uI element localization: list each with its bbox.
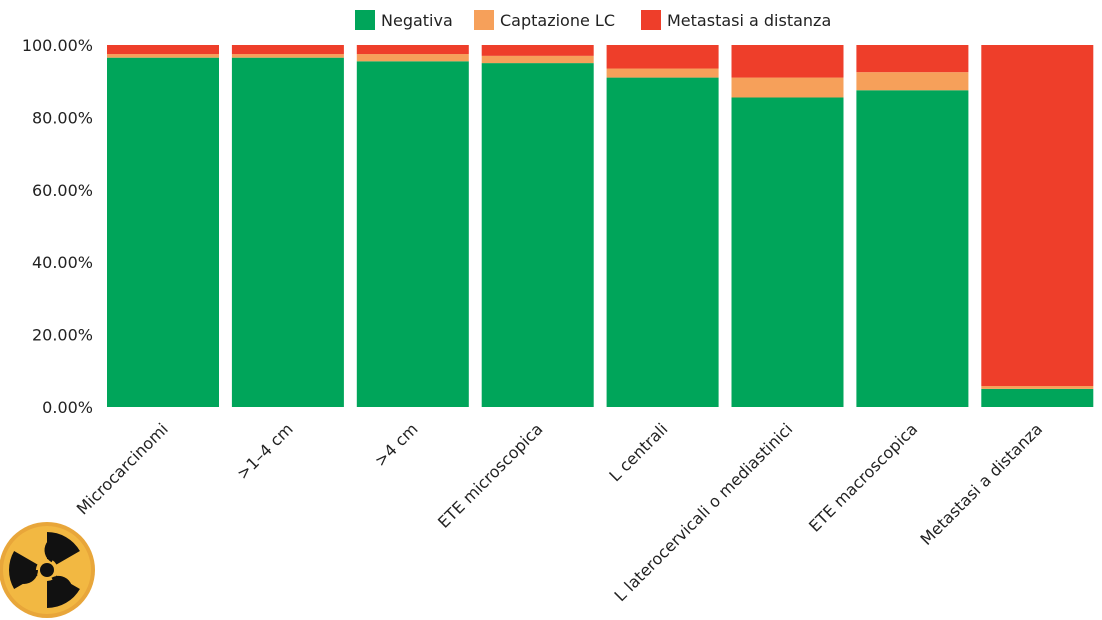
x-category-label: ETE macroscopica xyxy=(805,419,921,535)
x-axis-labels: Microcarcinomi >1–4 cm >4 cm ETE microscopi… xyxy=(73,419,1046,605)
bar-segment-metastasi-a-distanza-5 xyxy=(731,45,844,78)
radiation-symbol-icon xyxy=(0,522,95,618)
y-axis-ticks: 0.00% 20.00% 40.00% 60.00% 80.00% 100.00% xyxy=(22,36,93,417)
y-tick-label: 20.00% xyxy=(32,326,93,345)
bar-segment-negativa-6 xyxy=(856,90,969,407)
x-category-label: Microcarcinomi xyxy=(73,419,172,518)
y-tick-label: 0.00% xyxy=(42,398,93,417)
bar-segment-negativa-4 xyxy=(606,77,719,407)
x-category-label: Metastasi a distanza xyxy=(917,419,1047,549)
bar-segment-metastasi-a-distanza-6 xyxy=(856,45,969,73)
bar-segment-metastasi-a-distanza-3 xyxy=(481,45,594,56)
bar-segment-captazione-lc-4 xyxy=(606,68,719,78)
x-category-label: L centrali xyxy=(605,419,671,485)
y-tick-label: 60.00% xyxy=(32,181,93,200)
legend-swatch-negativa xyxy=(355,10,375,30)
bars xyxy=(107,45,1094,408)
y-tick-label: 100.00% xyxy=(22,36,93,55)
bar-segment-metastasi-a-distanza-0 xyxy=(107,45,219,55)
bar-segment-captazione-lc-3 xyxy=(481,55,594,64)
legend-swatch-metastasi-a-distanza xyxy=(641,10,661,30)
legend-label-captazione-lc: Captazione LC xyxy=(500,11,615,30)
x-category-label: ETE microscopica xyxy=(434,419,546,531)
bar-segment-metastasi-a-distanza-4 xyxy=(606,45,719,69)
bar-segment-metastasi-a-distanza-1 xyxy=(231,45,344,55)
bar-segment-captazione-lc-7 xyxy=(981,386,1094,389)
legend: Negativa Captazione LC Metastasi a dista… xyxy=(355,10,831,30)
bar-segment-metastasi-a-distanza-2 xyxy=(356,45,469,55)
bar-segment-negativa-1 xyxy=(231,57,344,408)
bar-segment-negativa-3 xyxy=(481,63,594,407)
bar-segment-captazione-lc-1 xyxy=(231,54,344,58)
bar-segment-captazione-lc-0 xyxy=(107,54,219,58)
bar-segment-negativa-5 xyxy=(731,97,844,408)
legend-label-negativa: Negativa xyxy=(381,11,453,30)
legend-label-metastasi-a-distanza: Metastasi a distanza xyxy=(667,11,831,30)
bar-segment-negativa-2 xyxy=(356,61,469,407)
y-tick-label: 40.00% xyxy=(32,253,93,272)
bar-segment-negativa-7 xyxy=(981,388,1094,407)
legend-swatch-captazione-lc xyxy=(474,10,494,30)
bar-segment-captazione-lc-6 xyxy=(856,72,969,91)
bar-segment-metastasi-a-distanza-7 xyxy=(981,45,1094,386)
bar-segment-negativa-0 xyxy=(107,57,219,408)
x-category-label: >1–4 cm xyxy=(233,419,297,483)
y-tick-label: 80.00% xyxy=(32,108,93,127)
x-category-label: >4 cm xyxy=(371,419,422,470)
bar-segment-captazione-lc-5 xyxy=(731,77,844,98)
bar-segment-captazione-lc-2 xyxy=(356,54,469,62)
